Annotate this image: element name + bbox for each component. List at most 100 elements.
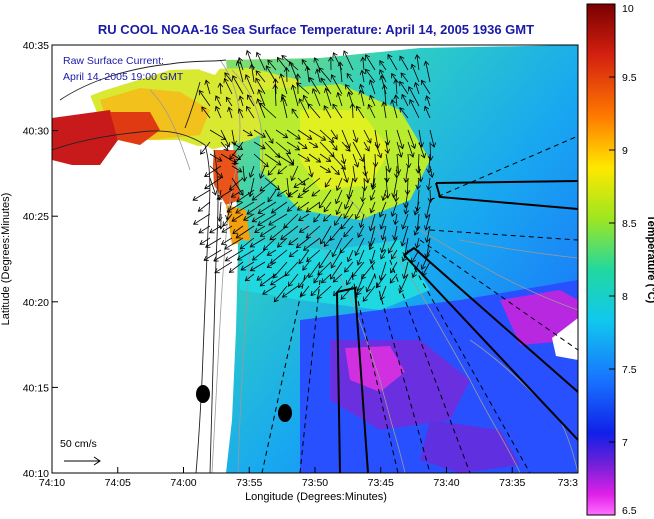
- current-vector-head: [228, 267, 235, 273]
- current-vector: [249, 165, 255, 178]
- current-vector-head: [384, 177, 390, 183]
- colorbar-gradient: [586, 3, 616, 516]
- current-vector: [405, 201, 409, 215]
- current-vector: [216, 189, 233, 200]
- current-vector: [224, 72, 233, 83]
- current-vector: [213, 249, 233, 262]
- current-vector-head: [259, 186, 265, 192]
- current-vector-head: [290, 84, 297, 90]
- current-vector: [325, 88, 332, 107]
- current-vector-head: [357, 232, 363, 238]
- current-vector-head: [302, 245, 309, 251]
- colorbar-tick-label: 7.5: [622, 364, 637, 376]
- current-vector: [259, 273, 277, 287]
- current-vector: [247, 94, 255, 107]
- current-vector: [402, 213, 409, 230]
- current-vector-head: [379, 75, 385, 81]
- current-vector: [361, 261, 376, 280]
- current-vector: [341, 129, 350, 149]
- current-vector: [363, 177, 366, 191]
- current-vector-head: [390, 99, 396, 105]
- current-vector: [396, 129, 404, 149]
- current-vector-head: [302, 94, 308, 101]
- current-vector: [280, 73, 288, 95]
- x-tick-label: 73:55: [236, 477, 262, 489]
- current-vector: [374, 153, 377, 167]
- current-vector-head: [214, 105, 221, 112]
- current-vector-head: [217, 173, 224, 179]
- current-vector-head: [379, 224, 385, 230]
- current-vector-head: [381, 195, 387, 202]
- current-vector-head: [288, 252, 295, 258]
- current-vector-head: [308, 172, 314, 178]
- current-vector: [297, 189, 310, 198]
- current-vector: [362, 189, 365, 202]
- current-vector-head: [199, 239, 205, 245]
- current-vector: [260, 225, 277, 237]
- current-vector-head: [311, 88, 318, 94]
- current-vector: [343, 225, 354, 238]
- current-vector-head: [272, 83, 279, 89]
- current-vector: [352, 141, 364, 162]
- current-vector-head: [226, 207, 232, 213]
- current-vector: [425, 201, 431, 219]
- current-vector-head: [372, 162, 379, 168]
- current-vector: [300, 285, 310, 297]
- current-vector-head: [413, 230, 419, 236]
- current-vector: [370, 189, 376, 201]
- current-vector-head: [269, 235, 275, 241]
- current-vector: [352, 153, 359, 168]
- current-vector: [418, 141, 425, 158]
- current-vector-head: [343, 232, 349, 238]
- current-vector-head: [295, 134, 301, 140]
- current-vector: [302, 177, 321, 193]
- current-vector: [357, 249, 365, 266]
- current-vector: [272, 261, 288, 279]
- current-vector: [426, 225, 431, 243]
- current-vector: [220, 141, 229, 151]
- current-vector-head: [328, 56, 334, 62]
- current-vector-head: [294, 145, 301, 151]
- current-vector-head: [288, 240, 294, 246]
- current-vector: [374, 129, 379, 149]
- current-vector-head: [380, 254, 386, 260]
- current-vector: [253, 153, 269, 168]
- current-vector-head: [360, 197, 366, 203]
- current-vector: [276, 57, 288, 71]
- current-vector-head: [384, 148, 391, 155]
- current-vector-head: [334, 169, 340, 176]
- current-vector-head: [328, 137, 335, 143]
- current-vector: [323, 201, 332, 212]
- current-vector-head: [380, 235, 387, 241]
- current-vector-head: [316, 293, 322, 299]
- current-vector: [318, 249, 332, 269]
- current-vector-head: [358, 89, 364, 95]
- current-vector: [240, 261, 255, 271]
- current-vector-head: [384, 193, 391, 199]
- current-vector: [370, 249, 376, 264]
- current-vector: [418, 129, 423, 147]
- current-vector-head: [336, 91, 342, 98]
- current-vector-head: [400, 72, 406, 78]
- current-vector-head: [217, 82, 224, 88]
- current-vector-head: [337, 61, 344, 67]
- current-vector-head: [216, 194, 222, 200]
- current-vector: [229, 261, 244, 273]
- current-vector: [267, 165, 277, 176]
- current-vector: [282, 285, 299, 298]
- current-vector: [341, 165, 348, 183]
- current-vector: [385, 165, 388, 183]
- land-new-jersey: [52, 145, 214, 473]
- colorbar-tick-label: 6.5: [622, 505, 637, 517]
- current-vector: [399, 107, 409, 119]
- current-vector: [297, 177, 306, 186]
- current-vector-head: [192, 195, 198, 201]
- current-vector: [403, 261, 409, 279]
- current-vector: [255, 70, 266, 83]
- current-vector-head: [310, 290, 316, 297]
- current-vector-head: [223, 77, 229, 84]
- current-vector-head: [386, 167, 392, 173]
- current-vector-head: [340, 224, 346, 230]
- current-vector: [329, 225, 343, 241]
- current-vector-head: [276, 191, 282, 197]
